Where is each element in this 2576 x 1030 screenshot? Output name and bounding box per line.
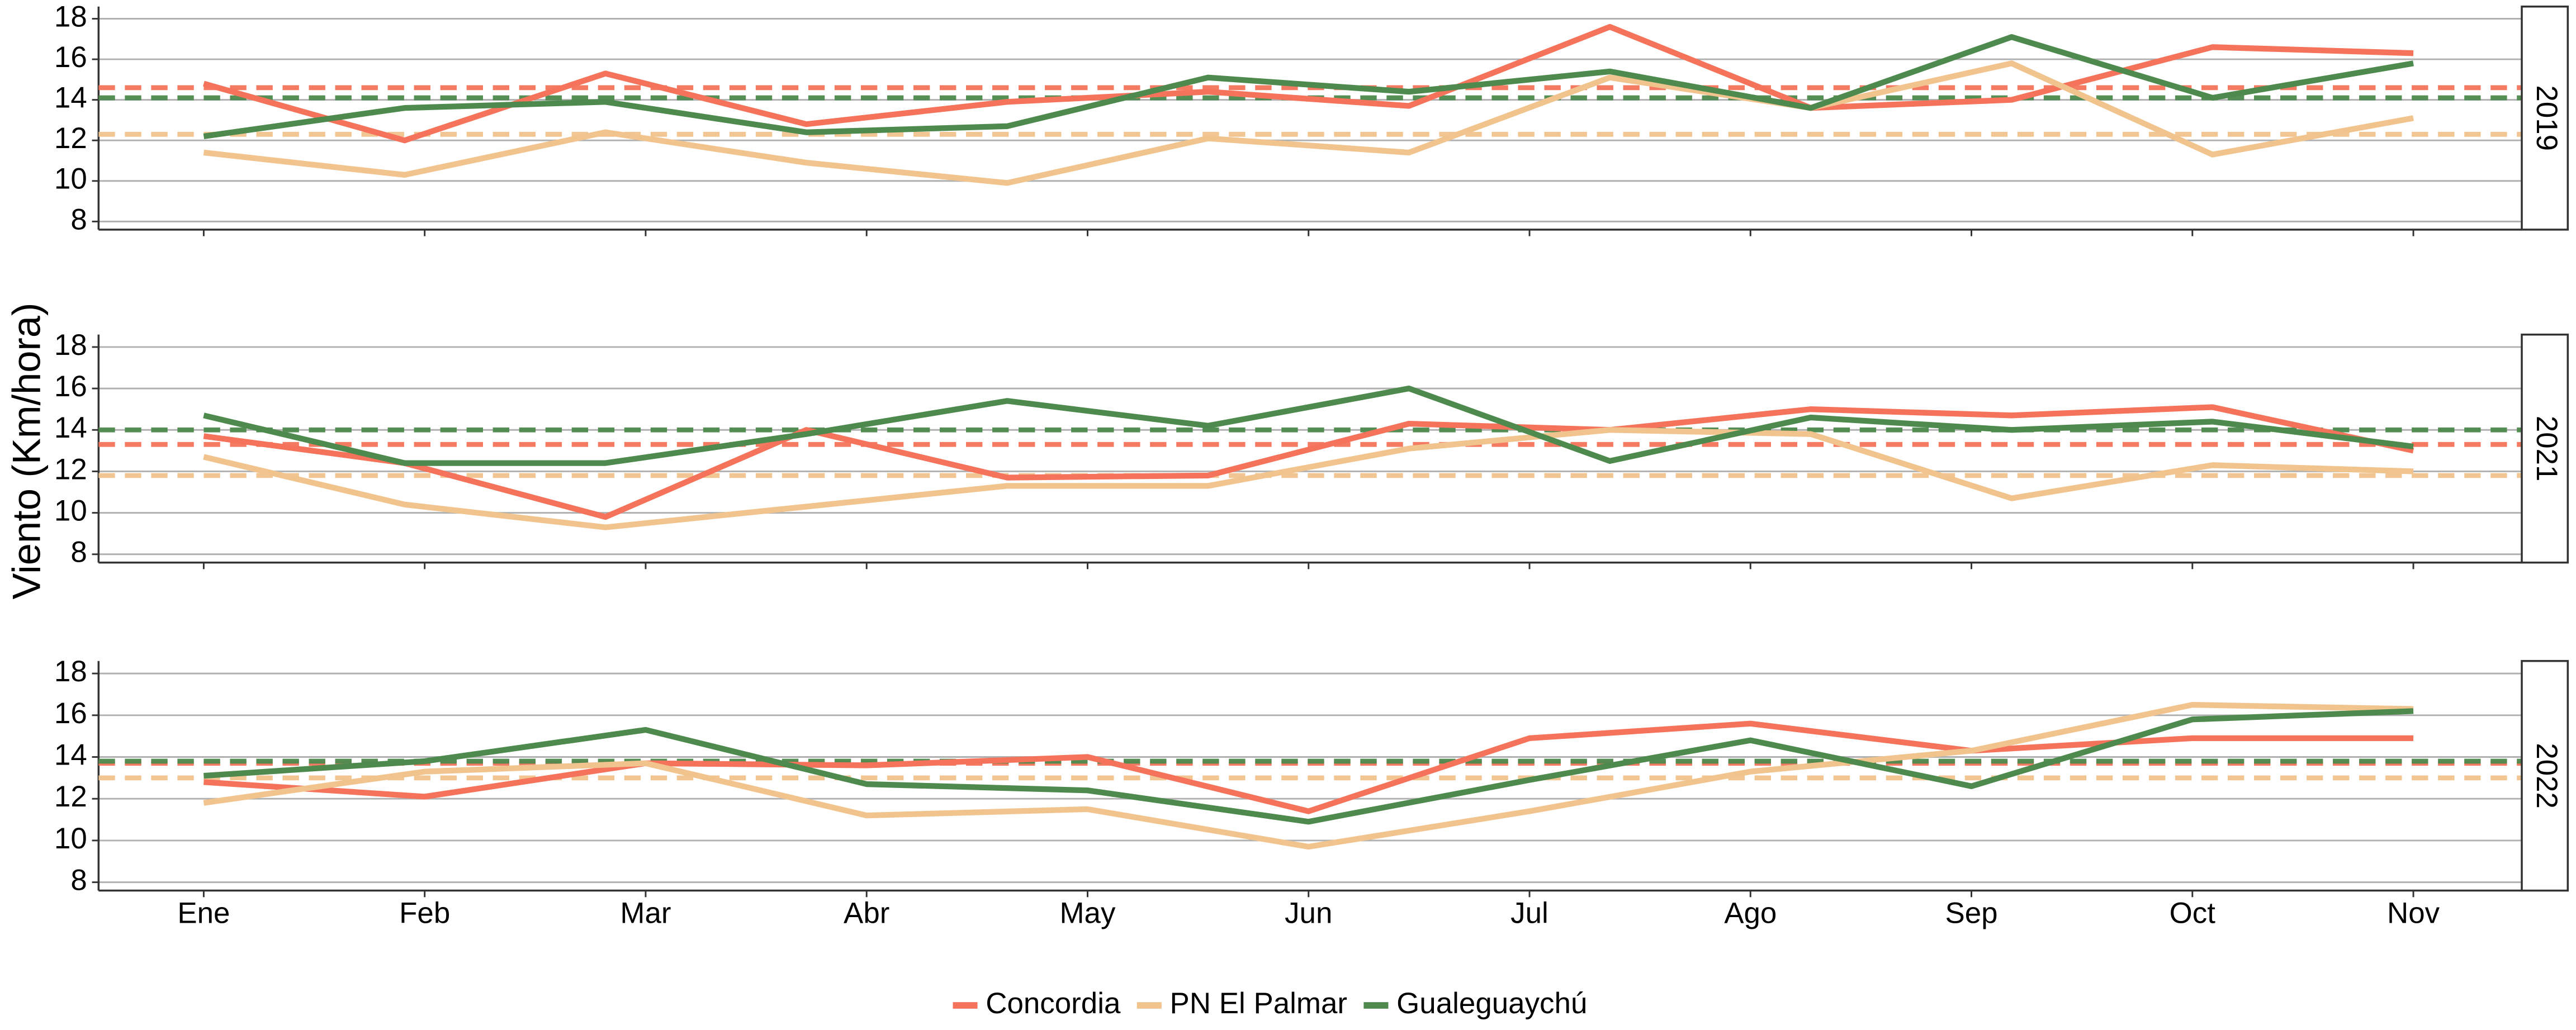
x-tick-label: Ene	[177, 897, 230, 930]
series-line	[203, 701, 2414, 850]
y-tick-label: 10	[54, 822, 87, 855]
legend-label: Concordia	[986, 987, 1121, 1020]
x-tick-label: Oct	[2170, 897, 2216, 930]
panel-strip	[2521, 5, 2569, 231]
series-line	[203, 404, 2414, 520]
x-tick-label: Feb	[399, 897, 450, 930]
legend-label: Gualeguaychú	[1396, 987, 1587, 1020]
y-tick-label: 8	[70, 864, 87, 897]
series-line	[203, 60, 2414, 186]
legend-label: PN El Palmar	[1170, 987, 1347, 1020]
panel-label: 2022	[2530, 743, 2563, 809]
y-tick-label: 10	[54, 495, 87, 528]
y-tick-label: 14	[54, 82, 87, 115]
panel-label: 2021	[2530, 416, 2563, 482]
y-tick-label: 16	[54, 697, 87, 730]
x-tick-label: Jul	[1510, 897, 1549, 930]
x-tick-label: Abr	[844, 897, 889, 930]
panel-label: 2019	[2530, 86, 2563, 151]
y-tick-label: 8	[70, 203, 87, 236]
y-tick-label: 18	[54, 655, 87, 688]
y-tick-label: 14	[54, 411, 87, 444]
y-tick-label: 12	[54, 453, 87, 486]
series-line	[203, 23, 2414, 144]
x-tick-label: Nov	[2387, 897, 2440, 930]
panel-strip	[2521, 333, 2569, 564]
y-tick-label: 18	[54, 1, 87, 34]
y-tick-label: 10	[54, 163, 87, 196]
y-tick-label: 12	[54, 122, 87, 155]
y-tick-label: 16	[54, 370, 87, 403]
x-tick-label: Ago	[1724, 897, 1777, 930]
series-line	[203, 720, 2414, 814]
y-tick-label: 12	[54, 780, 87, 813]
x-tick-label: Jun	[1285, 897, 1332, 930]
series-line	[203, 385, 2414, 466]
series-line	[203, 708, 2414, 825]
y-axis-label: Viento (Km/hora)	[4, 303, 48, 600]
y-tick-label: 14	[54, 738, 87, 771]
y-tick-label: 16	[54, 41, 87, 74]
x-tick-label: Sep	[1945, 897, 1997, 930]
x-tick-label: Mar	[620, 897, 671, 930]
y-tick-label: 8	[70, 536, 87, 569]
series-line	[203, 34, 2414, 140]
panel-strip	[2521, 659, 2569, 892]
series-line	[203, 427, 2414, 530]
y-tick-label: 18	[54, 329, 87, 362]
x-tick-label: May	[1059, 897, 1115, 930]
